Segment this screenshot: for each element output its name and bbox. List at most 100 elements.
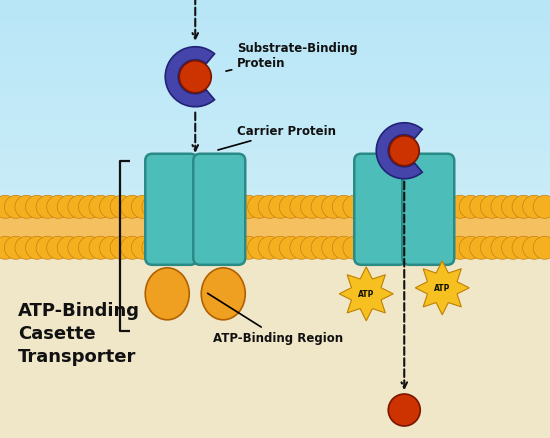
Circle shape <box>269 196 292 219</box>
Circle shape <box>79 237 101 260</box>
Circle shape <box>522 196 546 219</box>
Circle shape <box>459 196 482 219</box>
Bar <box>0 165 550 168</box>
Circle shape <box>354 237 376 260</box>
Circle shape <box>322 196 345 219</box>
Circle shape <box>279 237 302 260</box>
Bar <box>0 97 550 99</box>
Circle shape <box>57 237 80 260</box>
Bar <box>0 134 550 137</box>
Bar <box>0 173 550 177</box>
Bar <box>0 208 550 211</box>
Circle shape <box>174 196 196 219</box>
Bar <box>0 8 550 11</box>
Bar <box>0 128 550 131</box>
Circle shape <box>216 196 239 219</box>
Circle shape <box>142 237 165 260</box>
Circle shape <box>15 196 38 219</box>
Bar <box>0 65 550 68</box>
Circle shape <box>100 237 123 260</box>
Bar <box>0 188 550 191</box>
Circle shape <box>47 196 70 219</box>
Bar <box>0 60 550 63</box>
Bar <box>0 180 550 182</box>
Bar <box>0 17 550 20</box>
Bar <box>0 11 550 14</box>
Bar <box>0 154 550 156</box>
Circle shape <box>491 237 514 260</box>
Circle shape <box>290 237 313 260</box>
Text: ATP: ATP <box>358 290 375 299</box>
Bar <box>0 125 550 128</box>
Bar <box>0 177 550 180</box>
Bar <box>0 213 550 216</box>
Text: Substrate-Binding
Protein: Substrate-Binding Protein <box>226 42 358 72</box>
Circle shape <box>216 237 239 260</box>
Bar <box>0 14 550 17</box>
Circle shape <box>205 196 228 219</box>
Circle shape <box>470 237 493 260</box>
Bar <box>0 100 550 102</box>
Circle shape <box>89 237 112 260</box>
Circle shape <box>184 196 207 219</box>
Text: ATP: ATP <box>434 284 450 293</box>
Bar <box>0 91 550 94</box>
Circle shape <box>438 237 461 260</box>
Bar <box>0 88 550 91</box>
Circle shape <box>269 237 292 260</box>
Circle shape <box>459 237 482 260</box>
Circle shape <box>385 237 408 260</box>
Circle shape <box>395 196 419 219</box>
Text: Substrate: Substrate <box>0 437 1 438</box>
Bar <box>0 228 550 438</box>
Circle shape <box>332 196 355 219</box>
Bar <box>0 77 550 80</box>
Circle shape <box>417 196 440 219</box>
Circle shape <box>395 237 419 260</box>
FancyBboxPatch shape <box>402 154 454 265</box>
Bar <box>0 6 550 8</box>
Bar <box>0 216 550 219</box>
Circle shape <box>385 196 408 219</box>
Circle shape <box>184 237 207 260</box>
Bar <box>0 46 550 49</box>
Circle shape <box>427 237 450 260</box>
Circle shape <box>533 237 550 260</box>
Circle shape <box>131 237 155 260</box>
Bar <box>0 49 550 51</box>
Bar <box>0 191 550 194</box>
Circle shape <box>491 196 514 219</box>
FancyBboxPatch shape <box>193 154 245 265</box>
Wedge shape <box>376 124 422 179</box>
Circle shape <box>36 196 59 219</box>
Circle shape <box>522 237 546 260</box>
Bar <box>0 171 550 173</box>
Circle shape <box>300 196 323 219</box>
Bar <box>0 117 550 120</box>
Text: Carrier Protein: Carrier Protein <box>218 125 336 151</box>
Circle shape <box>311 237 334 260</box>
Bar <box>0 80 550 82</box>
Circle shape <box>449 237 471 260</box>
Circle shape <box>438 196 461 219</box>
Bar <box>0 23 550 26</box>
Bar <box>0 3 550 6</box>
Bar <box>0 20 550 23</box>
Circle shape <box>152 196 175 219</box>
Bar <box>0 106 550 108</box>
Bar <box>0 0 550 3</box>
Polygon shape <box>415 261 469 315</box>
Bar <box>0 122 550 125</box>
Circle shape <box>364 237 387 260</box>
Bar <box>0 37 550 40</box>
Bar <box>0 94 550 97</box>
Bar <box>0 145 550 148</box>
Circle shape <box>480 196 503 219</box>
Bar <box>0 205 550 208</box>
Circle shape <box>79 196 101 219</box>
Circle shape <box>68 237 91 260</box>
Bar <box>0 120 550 122</box>
Circle shape <box>322 237 345 260</box>
Circle shape <box>142 196 165 219</box>
Circle shape <box>512 237 535 260</box>
